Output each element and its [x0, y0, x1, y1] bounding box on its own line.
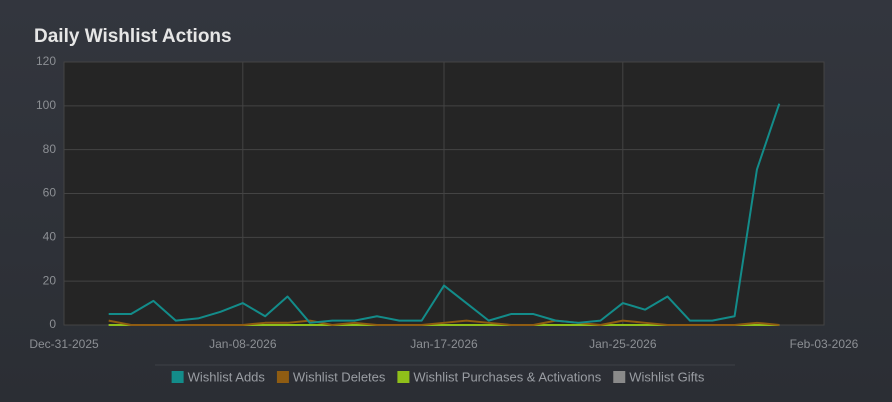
y-tick-label: 80	[43, 142, 57, 156]
legend-label: Wishlist Purchases & Activations	[413, 369, 601, 384]
series-line	[108, 319, 780, 326]
y-tick-label: 0	[49, 317, 56, 331]
legend-label: Wishlist Adds	[188, 369, 266, 384]
legend-swatch	[171, 371, 184, 383]
y-tick-label: 60	[43, 186, 57, 200]
y-tick-label: 20	[43, 273, 57, 287]
y-tick-label: 100	[36, 98, 56, 112]
y-tick-label: 120	[36, 54, 56, 68]
legend-label: Wishlist Gifts	[629, 369, 705, 384]
x-tick-label: Jan-17-2026	[410, 337, 478, 351]
legend-label: Wishlist Deletes	[293, 369, 386, 384]
chart-title: Daily Wishlist Actions	[34, 26, 232, 47]
legend-swatch	[613, 371, 626, 383]
legend: Wishlist Adds Wishlist Deletes Wishlist Pu…	[155, 364, 735, 384]
x-tick-label: Dec-31-2025	[29, 337, 99, 351]
legend-swatch	[397, 371, 410, 383]
series-line	[108, 103, 781, 324]
lines	[108, 103, 781, 326]
y-tick-label: 40	[43, 230, 57, 244]
x-tick-label: Jan-25-2026	[589, 337, 657, 351]
x-tick-label: Jan-08-2026	[209, 337, 277, 351]
grid: 0 20 40 60 80 100 120 Dec-31-2025 Jan-08-2026 Jan…	[29, 54, 858, 351]
legend-swatch	[276, 371, 289, 383]
x-tick-label: Feb-03-2026	[790, 337, 859, 351]
